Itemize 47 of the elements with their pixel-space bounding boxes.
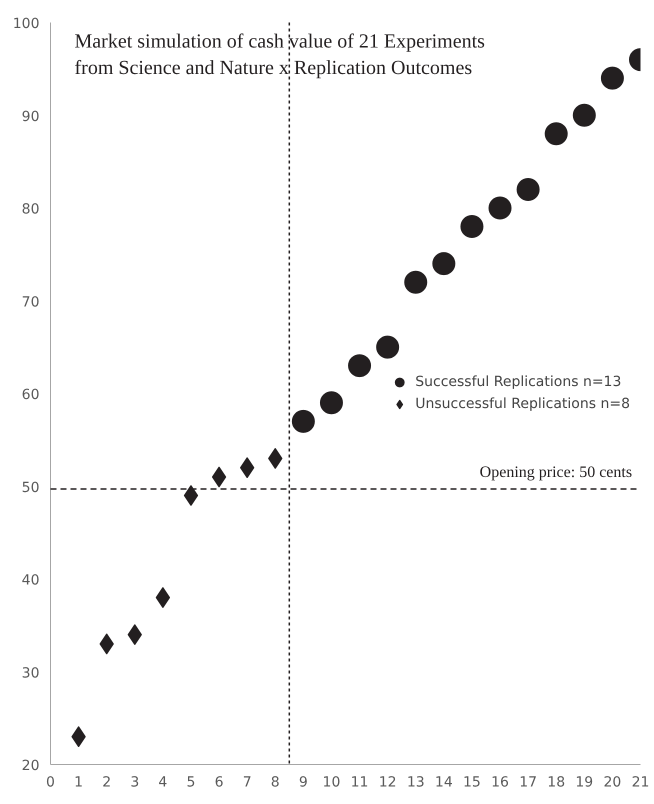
point: [460, 215, 484, 238]
y-tick-label: 50: [22, 480, 40, 496]
x-tick-label: 4: [158, 774, 168, 790]
x-tick-label: 3: [130, 774, 140, 790]
y-tick-label: 70: [22, 294, 40, 310]
y-tick-label: 80: [22, 202, 40, 218]
x-tick-label: 6: [214, 774, 224, 790]
y-tick-label: 20: [22, 758, 40, 774]
point: [292, 410, 315, 433]
point: [488, 196, 512, 220]
x-tick-label: 17: [519, 774, 538, 790]
x-tick-label: 12: [378, 774, 397, 790]
y-tick-label: 90: [22, 108, 40, 125]
point: [348, 354, 372, 378]
y-tick-label: 100: [12, 16, 40, 32]
point: [432, 252, 456, 276]
x-tick-label: 18: [547, 774, 566, 790]
y-tick-label: 40: [22, 572, 40, 588]
x-tick-label: 2: [102, 774, 112, 790]
ref-line-label: Opening price: 50 cents: [480, 464, 632, 482]
legend-label: Successful Replications n=13: [415, 373, 622, 392]
x-tick-label: 8: [270, 774, 280, 790]
x-tick-label: 5: [186, 774, 196, 790]
text: Market simulation of cash value of 21 Experiments from Science and Nature x Replication Outcomes: [74, 30, 486, 79]
x-tick-label: 20: [604, 774, 622, 790]
point: [544, 122, 568, 146]
x-tick-label: 0: [46, 774, 55, 790]
point: [516, 178, 540, 201]
x-tick-label: 11: [350, 774, 368, 790]
x-tick-label: 21: [632, 774, 650, 790]
point: [320, 391, 343, 414]
x-tick-label: 1: [74, 774, 84, 790]
x-tick-label: 9: [298, 774, 308, 790]
x-tick-label: 13: [406, 774, 425, 790]
point: [600, 66, 624, 90]
y-tick-label: 60: [22, 387, 40, 403]
x-tick-label: 16: [491, 774, 510, 790]
x-tick-label: 10: [322, 774, 340, 790]
point: [572, 104, 596, 127]
x-tick-label: 19: [575, 774, 594, 790]
legend-label: Unsuccessful Replications n=8: [415, 395, 630, 414]
x-tick-label: 14: [434, 774, 453, 790]
point: [376, 336, 400, 359]
x-tick-label: 7: [242, 774, 252, 790]
x-tick-label: 15: [463, 774, 481, 790]
y-tick-label: 30: [22, 665, 40, 682]
point: [404, 270, 428, 294]
